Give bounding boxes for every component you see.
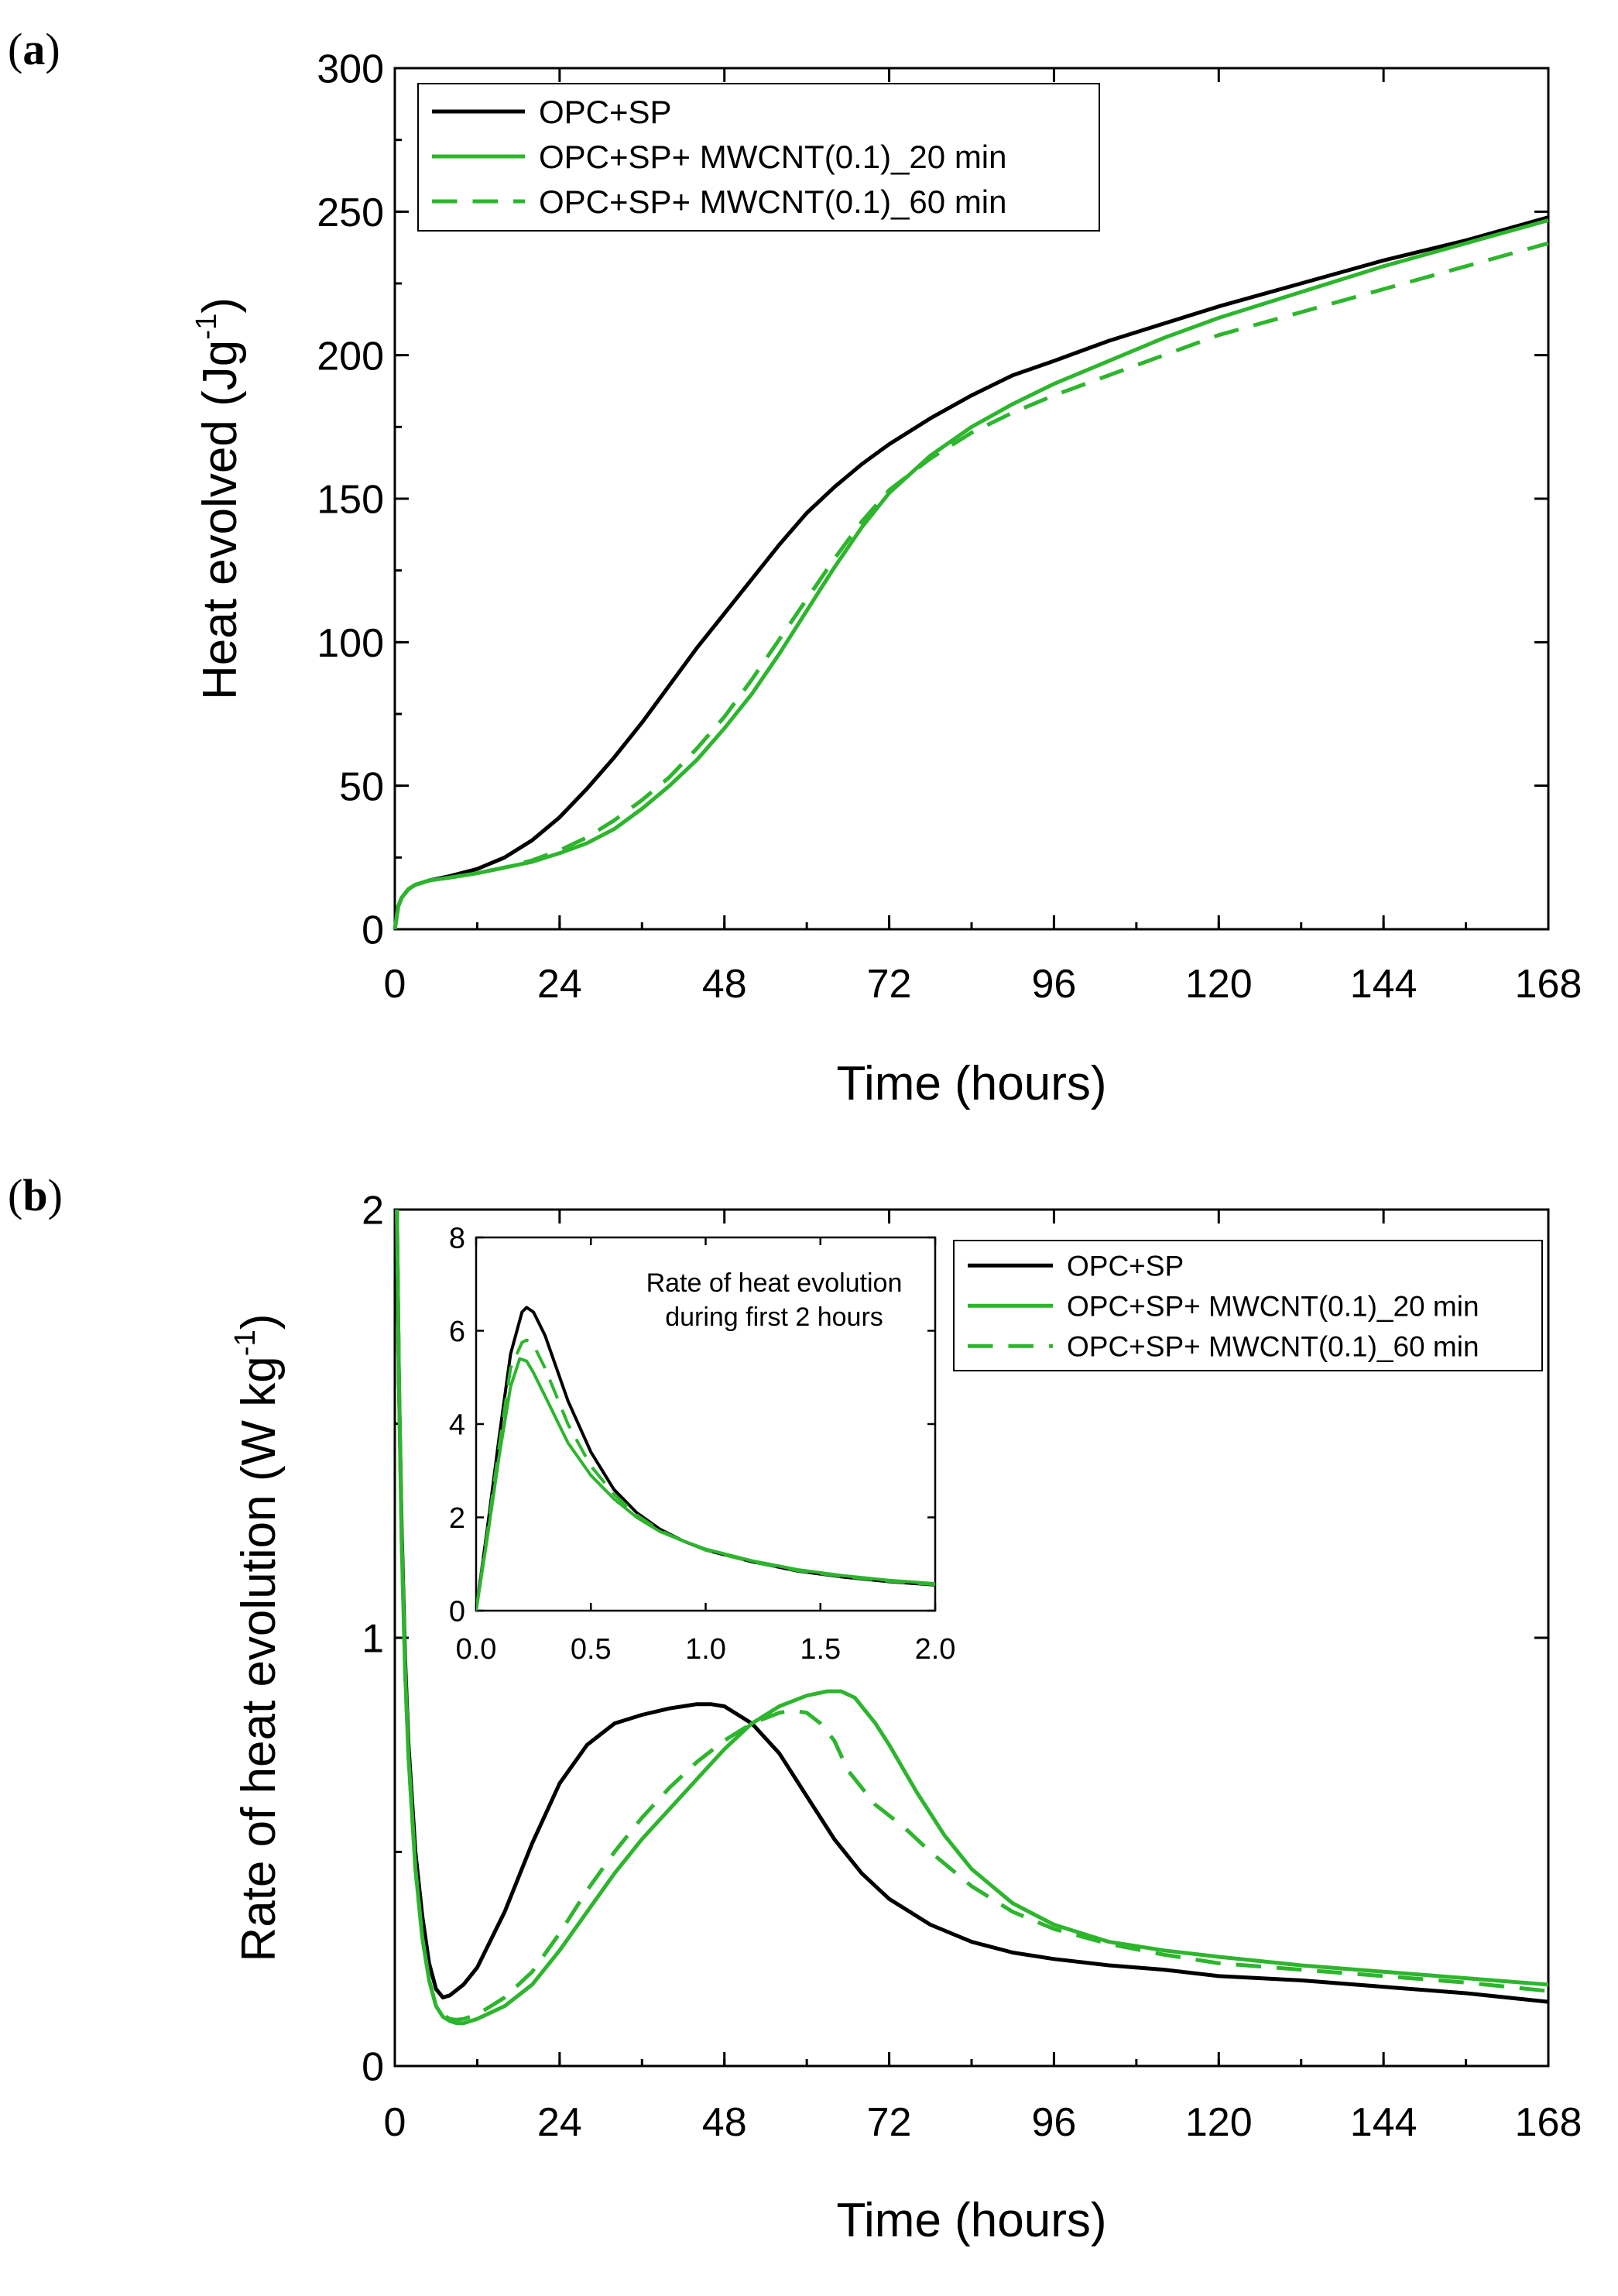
legend-label: OPC+SP [539,94,672,130]
y-tick-label: 2 [449,1502,465,1535]
x-tick-label: 168 [1515,962,1582,1007]
series-line-1 [393,218,1549,930]
legend-label: OPC+SP+ MWCNT(0.1)_20 min [1067,1291,1479,1323]
y-tick-label: 6 [449,1316,465,1348]
x-axis-title: Time (hours) [836,2194,1106,2247]
legend-label: OPC+SP [1067,1251,1184,1282]
x-tick-label: 96 [1032,2100,1077,2145]
y-tick-label: 0 [449,1596,465,1628]
y-tick-label: 8 [449,1223,465,1255]
legend-box [417,83,1100,232]
x-tick-label: 1.5 [800,1633,841,1666]
y-tick-label: 0 [362,908,384,953]
x-tick-label: 96 [1032,962,1077,1007]
y-tick-label: 4 [449,1409,465,1442]
x-tick-label: 24 [537,962,582,1007]
x-tick-label: 72 [867,2100,912,2145]
x-tick-label: 144 [1350,962,1417,1007]
x-tick-label: 2.0 [915,1633,956,1666]
x-tick-label: 48 [702,2100,747,2145]
x-tick-label: 120 [1185,962,1253,1007]
x-tick-label: 48 [702,962,747,1007]
series-line-1 [395,1210,1548,2026]
inset-title-line2: during first 2 hours [665,1302,883,1332]
x-axis-title: Time (hours) [836,1057,1106,1110]
y-axis-title: Rate of heat evolution (W kg-1) [228,1313,286,1961]
y-tick-label: 50 [339,764,384,809]
y-tick-label: 0 [362,2045,384,2090]
x-tick-label: 168 [1515,2100,1582,2145]
x-tick-label: 120 [1185,2100,1253,2145]
x-tick-label: 0.5 [571,1633,612,1666]
legend-label: OPC+SP+ MWCNT(0.1)_60 min [1067,1331,1479,1363]
x-tick-label: 72 [867,962,912,1007]
y-tick-label: 200 [317,334,384,379]
chart-a: 0 24 48 72 96 120 144 168 0 50 100 150 200 250 300 OPC+… [190,47,1582,1110]
y-tick-label: 1 [362,1617,384,1662]
inset-title-line1: Rate of heat evolution [646,1268,903,1298]
x-tick-label: 24 [537,2100,582,2145]
x-tick-label: 0 [384,962,406,1007]
chart-inset: 0.0 0.5 1.0 1.5 2.0 0 2 4 6 8 Rate of heat evoluti… [449,1223,956,1666]
panel-b-label: (b) [8,1170,63,1220]
legend-label: OPC+SP+ MWCNT(0.1)_60 min [539,184,1007,220]
series-line-0 [395,1210,1548,2004]
panel-a-label: (a) [8,24,60,74]
x-tick-label: 0.0 [456,1633,497,1666]
x-tick-label: 0 [384,2100,406,2145]
y-tick-label: 150 [317,478,384,523]
x-tick-label: 144 [1350,2100,1417,2145]
legend-label: OPC+SP+ MWCNT(0.1)_20 min [539,139,1007,175]
x-tick-label: 1.0 [685,1633,726,1666]
series-line-2 [395,1210,1548,2022]
y-tick-label: 2 [362,1189,384,1234]
y-tick-label: 100 [317,621,384,666]
series-line-1 [476,1357,935,1611]
y-axis-title: Heat evolved (Jg-1) [190,297,247,700]
y-tick-label: 250 [317,190,384,235]
y-tick-label: 300 [317,47,384,92]
